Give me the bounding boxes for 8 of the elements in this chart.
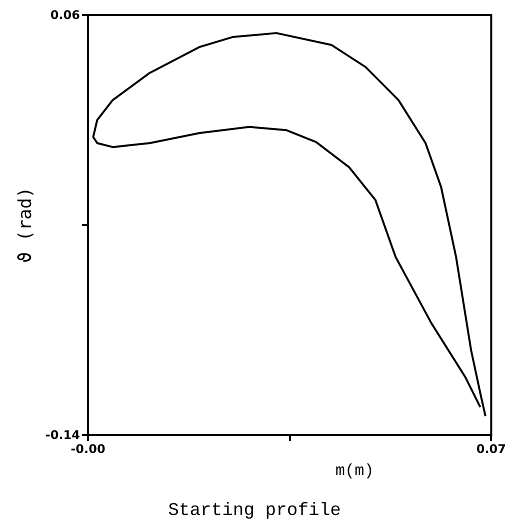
- y-axis-title: ϑ (rad): [15, 187, 36, 263]
- x-tick-label: -0.00: [70, 442, 106, 456]
- x-tick-label: 0.07: [476, 442, 506, 456]
- line-series: [92, 32, 486, 418]
- y-tick-label: 0.06: [50, 8, 80, 22]
- x-axis-title: m(m): [335, 462, 374, 480]
- text: Starting profile: [168, 501, 341, 521]
- y-tick-label: -0.14: [45, 428, 80, 442]
